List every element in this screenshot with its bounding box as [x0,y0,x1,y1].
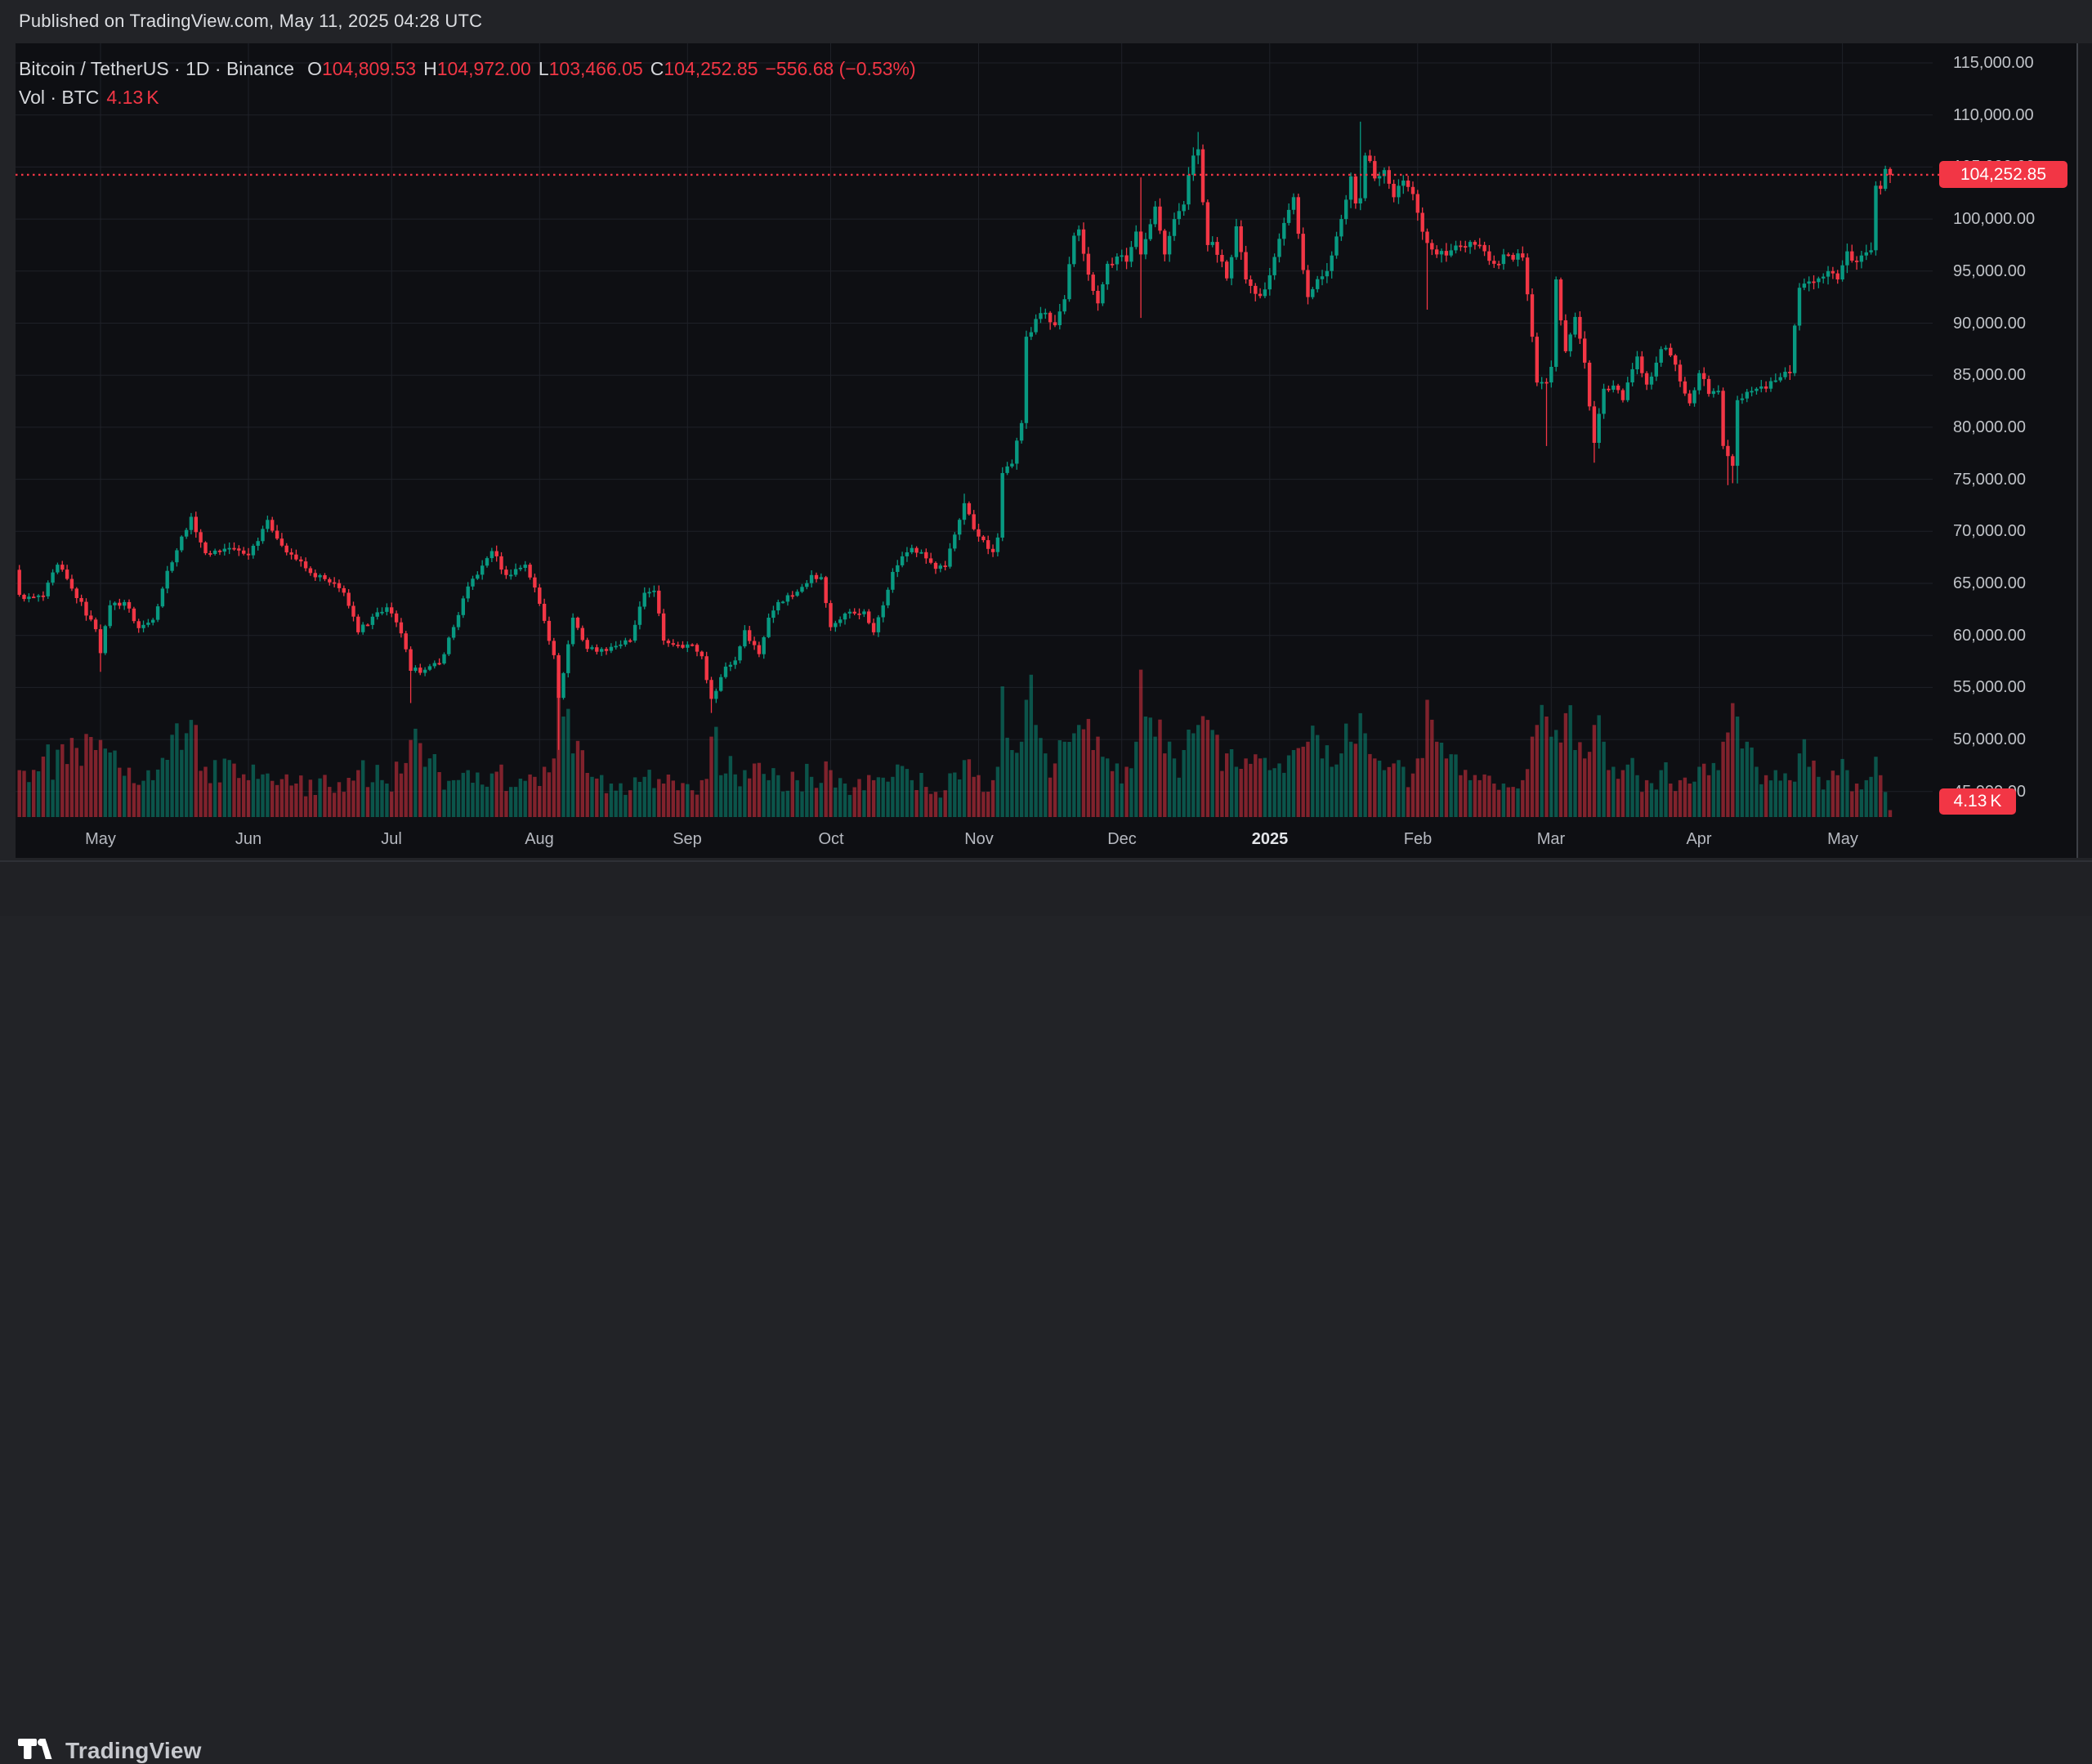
tradingview-link[interactable]: TradingView [18,1738,202,1764]
high-value: 104,972.00 [436,57,531,79]
time-tick-month-label: Nov [964,830,994,848]
volume-unit: K [146,86,159,108]
symbol-title[interactable]: Bitcoin / TetherUS · 1D · Binance [19,57,295,79]
price-tick-label: 55,000.00 [1953,678,2026,696]
price-scale-edge [2076,43,2092,858]
time-tick-month-label: May [85,830,116,848]
time-tick-month-label: Oct [818,830,844,848]
close-value: 104,252.85 [664,57,758,79]
volume-value: 4.13 [106,86,144,108]
legend-row-symbol: Bitcoin / TetherUS · 1D · Binance O 104,80… [19,56,916,81]
last-price-tag-value: 104,252.85 [1960,164,2047,184]
volume-layer [17,669,1893,818]
last-volume-tag-value: 4.13 [1953,792,1987,811]
low-label: L [538,57,549,79]
time-tick-month-label: Jun [235,830,262,848]
price-tick-label: 80,000.00 [1953,418,2026,436]
price-tick-label: 90,000.00 [1953,315,2026,333]
time-tick-month-label: Jul [381,830,402,848]
time-tick-month-label: Mar [1536,830,1566,848]
open-label: O [307,57,322,79]
time-tick-month-label: Apr [1686,830,1712,848]
volume-label: Vol · BTC [19,86,100,108]
low-value: 103,466.05 [548,57,643,79]
change-value: −556.68 (−0.53%) [765,57,916,79]
price-tick-label: 60,000.00 [1953,627,2026,645]
price-tick-label: 115,000.00 [1953,54,2034,72]
tradingview-logo-icon [18,1738,54,1764]
time-tick-month-label: Sep [673,830,702,848]
last-volume-tag-unit: K [1990,792,2002,811]
time-tick-month-label: May [1827,830,1858,848]
price-tick-label: 70,000.00 [1953,522,2026,540]
published-line: Published on TradingView.com, May 11, 20… [19,11,483,31]
last-volume-tag: 4.13 K [1939,788,2016,815]
footer-bar: TradingView [0,860,2092,1763]
close-label: C [650,57,664,79]
candlestick-plot[interactable] [0,0,2092,916]
time-tick-month-label: Feb [1403,830,1433,848]
time-tick-year-label: 2025 [1251,830,1289,848]
last-price-tag: 104,252.85 [1939,161,2067,188]
price-tick-label: 75,000.00 [1953,471,2026,489]
tradingview-wordmark: TradingView [65,1738,202,1763]
price-tick-label: 85,000.00 [1953,366,2026,384]
high-label: H [423,57,437,79]
legend-row-volume: Vol · BTC 4.13 K [19,85,916,109]
price-tick-label: 50,000.00 [1953,730,2026,748]
publish-header: Published on TradingView.com, May 11, 20… [0,0,2092,43]
candles-layer [17,121,1893,750]
price-tick-label: 110,000.00 [1953,106,2034,124]
open-value: 104,809.53 [321,57,417,79]
price-tick-label: 100,000.00 [1953,210,2036,228]
price-tick-label: 65,000.00 [1953,574,2026,592]
price-tick-label: 95,000.00 [1953,262,2026,280]
time-tick-month-label: Dec [1107,830,1137,848]
time-tick-month-label: Aug [525,830,554,848]
chart-legend: Bitcoin / TetherUS · 1D · Binance O 104,80… [19,56,916,109]
